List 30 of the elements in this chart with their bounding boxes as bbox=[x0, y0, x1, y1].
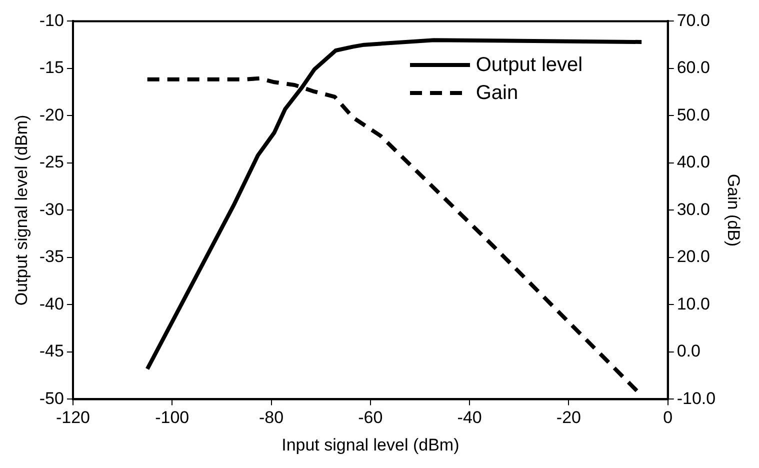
y-axis-title: Output signal level (dBm) bbox=[12, 114, 31, 306]
x-tick-label: 0 bbox=[663, 408, 673, 428]
legend-label: Output level bbox=[476, 54, 583, 77]
y-tick-label: -30 bbox=[39, 200, 64, 219]
legend-label: Gain bbox=[476, 82, 518, 105]
y2-tick-label: 20.0 bbox=[676, 247, 710, 266]
x-tick-label: -60 bbox=[358, 408, 383, 428]
y-tick-label: -20 bbox=[39, 105, 64, 124]
y-tick-label: -45 bbox=[39, 342, 64, 361]
y2-tick-label: 30.0 bbox=[676, 200, 710, 219]
x-tick-label: -20 bbox=[556, 408, 581, 428]
y2-axis-title: Gain (dB) bbox=[724, 174, 744, 247]
y2-tick-label: 0.0 bbox=[676, 342, 700, 361]
y2-tick-label: 10.0 bbox=[676, 294, 710, 314]
x-tick-label: -80 bbox=[258, 408, 284, 428]
x-tick-label: -40 bbox=[457, 408, 482, 428]
y2-tick-label: -10.0 bbox=[676, 388, 716, 408]
x-axis-title: Input signal level (dBm) bbox=[282, 435, 460, 454]
y-tick-label: -35 bbox=[39, 247, 64, 266]
y-tick-label: -10 bbox=[39, 10, 64, 30]
y2-tick-label: 60.0 bbox=[676, 58, 710, 78]
y2-tick-label: 40.0 bbox=[676, 152, 710, 172]
y-tick-label: -15 bbox=[39, 58, 64, 78]
y-tick-label: -25 bbox=[39, 152, 64, 172]
y-tick-label: -40 bbox=[39, 294, 64, 314]
y2-tick-label: 50.0 bbox=[676, 105, 710, 124]
y2-tick-label: 70.0 bbox=[676, 10, 710, 30]
x-tick-label: -120 bbox=[56, 408, 90, 428]
x-tick-label: -100 bbox=[155, 408, 190, 428]
y-tick-label: -50 bbox=[39, 388, 64, 408]
